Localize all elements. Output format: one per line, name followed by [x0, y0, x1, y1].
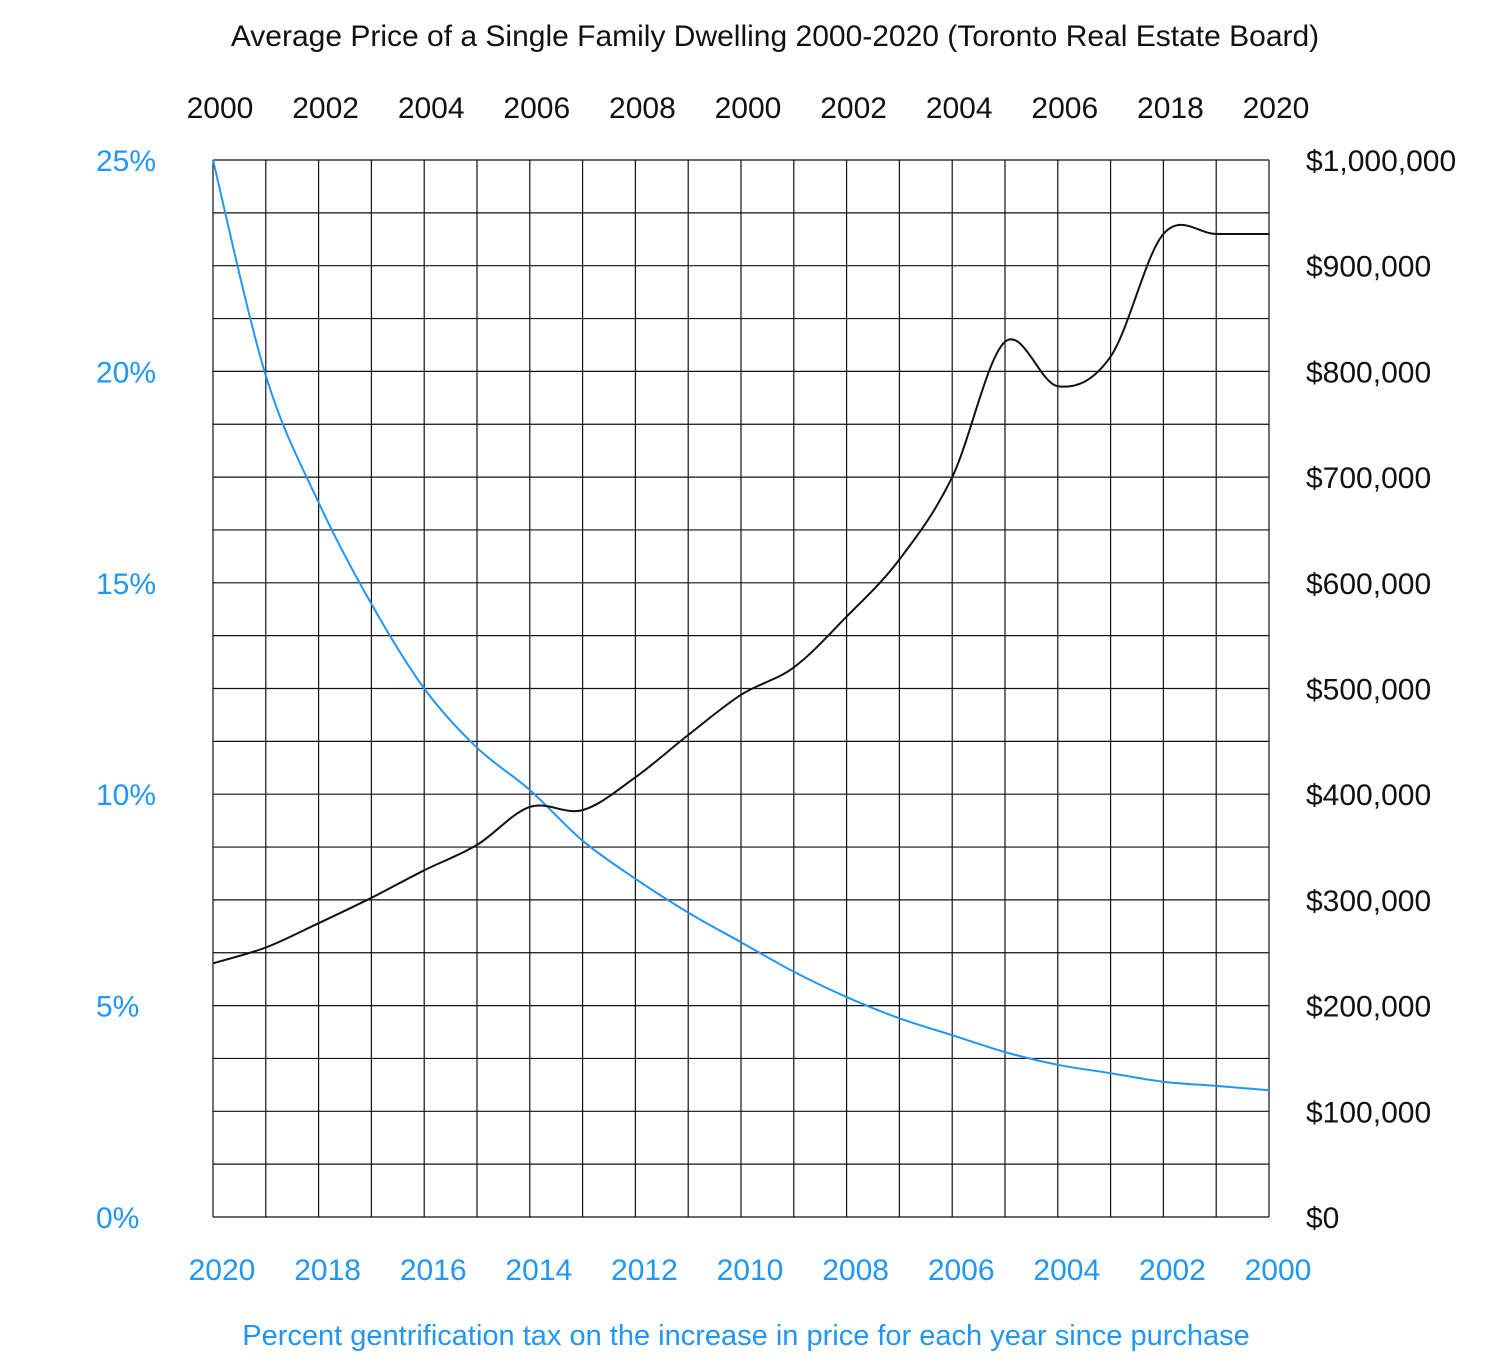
right-tick-label: $700,000 [1306, 462, 1431, 495]
bottom-tick-label: 2000 [1245, 1254, 1312, 1287]
price-series-line [212, 223, 1269, 965]
left-tick-label: 10% [96, 779, 156, 812]
right-tick-label: $400,000 [1306, 779, 1431, 812]
bottom-tick-label: 2012 [611, 1254, 678, 1287]
bottom-tick-label: 2008 [822, 1254, 889, 1287]
x-axis-label: Percent gentrification tax on the increa… [242, 1320, 1250, 1352]
right-axis: $1,000,000 $900,000 $800,000 $700,000 $600,0… [1306, 145, 1456, 1235]
top-tick-label: 2006 [1031, 92, 1098, 125]
top-tick-label: 2002 [292, 92, 359, 125]
bottom-tick-label: 2004 [1033, 1254, 1100, 1287]
right-tick-label: $300,000 [1306, 885, 1431, 918]
bottom-tick-label: 2010 [717, 1254, 784, 1287]
bottom-axis: 2020 2018 2016 2014 2012 2010 2008 2006 2004 2002… [189, 1254, 1312, 1287]
bottom-tick-label: 2020 [189, 1254, 256, 1287]
left-tick-label: 15% [96, 568, 156, 601]
bottom-tick-label: 2014 [505, 1254, 572, 1287]
right-tick-label: $200,000 [1306, 991, 1431, 1024]
top-tick-label: 2020 [1243, 92, 1310, 125]
left-tick-label: 25% [96, 145, 156, 178]
top-tick-label: 2006 [503, 92, 570, 125]
top-tick-label: 2004 [926, 92, 993, 125]
bottom-tick-label: 2018 [294, 1254, 361, 1287]
tax-series-line [212, 159, 1270, 1092]
right-tick-label: $1,000,000 [1306, 145, 1456, 178]
chart-title: Average Price of a Single Family Dwellin… [231, 20, 1319, 53]
top-tick-label: 2002 [820, 92, 887, 125]
right-tick-label: $900,000 [1306, 251, 1431, 284]
right-tick-label: $800,000 [1306, 356, 1431, 389]
top-tick-label: 2000 [715, 92, 782, 125]
right-tick-label: $600,000 [1306, 568, 1431, 601]
left-tick-label: 0% [96, 1202, 139, 1235]
top-tick-label: 2000 [187, 92, 254, 125]
bottom-tick-label: 2002 [1139, 1254, 1206, 1287]
right-tick-label: $0 [1306, 1202, 1339, 1235]
top-tick-label: 2008 [609, 92, 676, 125]
bottom-tick-label: 2016 [400, 1254, 467, 1287]
left-axis: 25% 20% 15% 10% 5% 0% [96, 145, 156, 1235]
right-tick-label: $500,000 [1306, 674, 1431, 707]
right-tick-label: $100,000 [1306, 1096, 1431, 1129]
top-tick-label: 2018 [1137, 92, 1204, 125]
top-tick-label: 2004 [398, 92, 465, 125]
left-tick-label: 5% [96, 991, 139, 1024]
top-axis: 2000 2002 2004 2006 2008 2000 2002 2004 2006 2018… [187, 92, 1310, 125]
bottom-tick-label: 2006 [928, 1254, 995, 1287]
left-tick-label: 20% [96, 356, 156, 389]
grid [212, 159, 1270, 1218]
